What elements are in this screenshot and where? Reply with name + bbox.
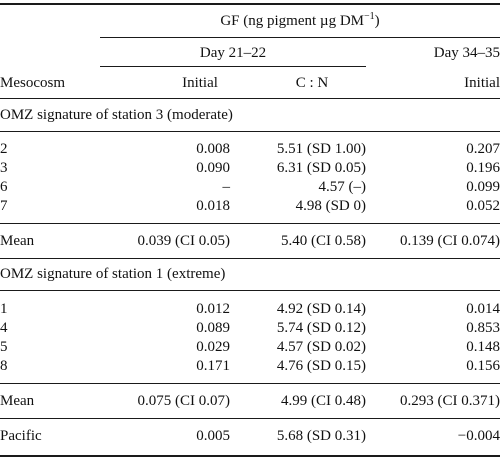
header-group-label: GF (ng pigment µg DM−1) <box>220 11 380 30</box>
cell-day34: 0.196 <box>466 160 500 176</box>
cell-mesocosm: 2 <box>0 141 8 157</box>
cell-initial: 0.171 <box>196 358 230 374</box>
section-rule <box>0 131 500 132</box>
cell-mesocosm: 5 <box>0 339 8 355</box>
cell-mesocosm: 1 <box>0 301 8 317</box>
cell-initial: 0.012 <box>196 301 230 317</box>
mean-rule <box>0 223 500 224</box>
section-end-rule <box>0 258 500 259</box>
cell-mesocosm: Pacific <box>0 428 42 444</box>
cell-cn: 6.31 (SD 0.05) <box>276 160 366 176</box>
cell-cn: 5.51 (SD 1.00) <box>276 141 366 157</box>
cell-cn: 4.57 (–) <box>318 179 367 195</box>
pacific-rule <box>0 418 500 419</box>
cell-day34: 0.156 <box>466 358 500 374</box>
header-initial-day34: Initial <box>464 75 500 91</box>
group-rule <box>100 37 500 38</box>
cell-mesocosm: 6 <box>0 179 8 195</box>
cell-day34: 0.139 (CI 0.074) <box>400 233 500 249</box>
cell-mesocosm: 3 <box>0 160 8 176</box>
header-day-34-35: Day 34–35 <box>433 45 500 61</box>
cell-initial: 0.089 <box>196 320 230 336</box>
cell-initial: 0.075 (CI 0.07) <box>137 393 231 409</box>
cell-day34: 0.853 <box>466 320 500 336</box>
cell-initial: – <box>222 179 231 195</box>
cell-mesocosm: 7 <box>0 198 8 214</box>
section-rule <box>0 290 500 291</box>
cell-initial: 0.039 (CI 0.05) <box>137 233 231 249</box>
cell-day34: −0.004 <box>457 428 500 444</box>
cell-cn: 5.68 (SD 0.31) <box>276 428 366 444</box>
cell-cn: 4.57 (SD 0.02) <box>276 339 366 355</box>
header-rule <box>0 98 500 99</box>
top-rule <box>0 3 500 5</box>
header-mesocosm: Mesocosm <box>0 75 65 91</box>
cell-mesocosm: 4 <box>0 320 8 336</box>
cell-cn: 5.40 (CI 0.58) <box>281 233 366 249</box>
cell-cn: 4.76 (SD 0.15) <box>276 358 366 374</box>
cell-day34: 0.052 <box>466 198 500 214</box>
cell-day34: 0.207 <box>466 141 500 157</box>
cell-mesocosm: Mean <box>0 233 35 249</box>
cell-day34: 0.014 <box>466 301 500 317</box>
bottom-rule <box>0 455 500 457</box>
cell-cn: 4.92 (SD 0.14) <box>276 301 366 317</box>
cell-mesocosm: 8 <box>0 358 8 374</box>
cell-day34: 0.099 <box>466 179 500 195</box>
section-title: OMZ signature of station 1 (extreme) <box>0 266 226 282</box>
cell-day34: 0.148 <box>466 339 500 355</box>
cell-initial: 0.018 <box>196 198 230 214</box>
day-rule <box>100 66 366 67</box>
cell-initial: 0.005 <box>196 428 230 444</box>
cell-day34: 0.293 (CI 0.371) <box>400 393 500 409</box>
cell-cn: 4.99 (CI 0.48) <box>281 393 366 409</box>
header-cn: C : N <box>295 75 329 91</box>
cell-cn: 5.74 (SD 0.12) <box>276 320 366 336</box>
cell-mesocosm: Mean <box>0 393 35 409</box>
cell-initial: 0.029 <box>196 339 230 355</box>
cell-initial: 0.008 <box>196 141 230 157</box>
cell-cn: 4.98 (SD 0) <box>295 198 366 214</box>
header-initial-day21: Initial <box>182 75 218 91</box>
section-title: OMZ signature of station 3 (moderate) <box>0 107 233 123</box>
mean-rule <box>0 383 500 384</box>
cell-initial: 0.090 <box>196 160 230 176</box>
header-day-21-22: Day 21–22 <box>199 45 267 61</box>
